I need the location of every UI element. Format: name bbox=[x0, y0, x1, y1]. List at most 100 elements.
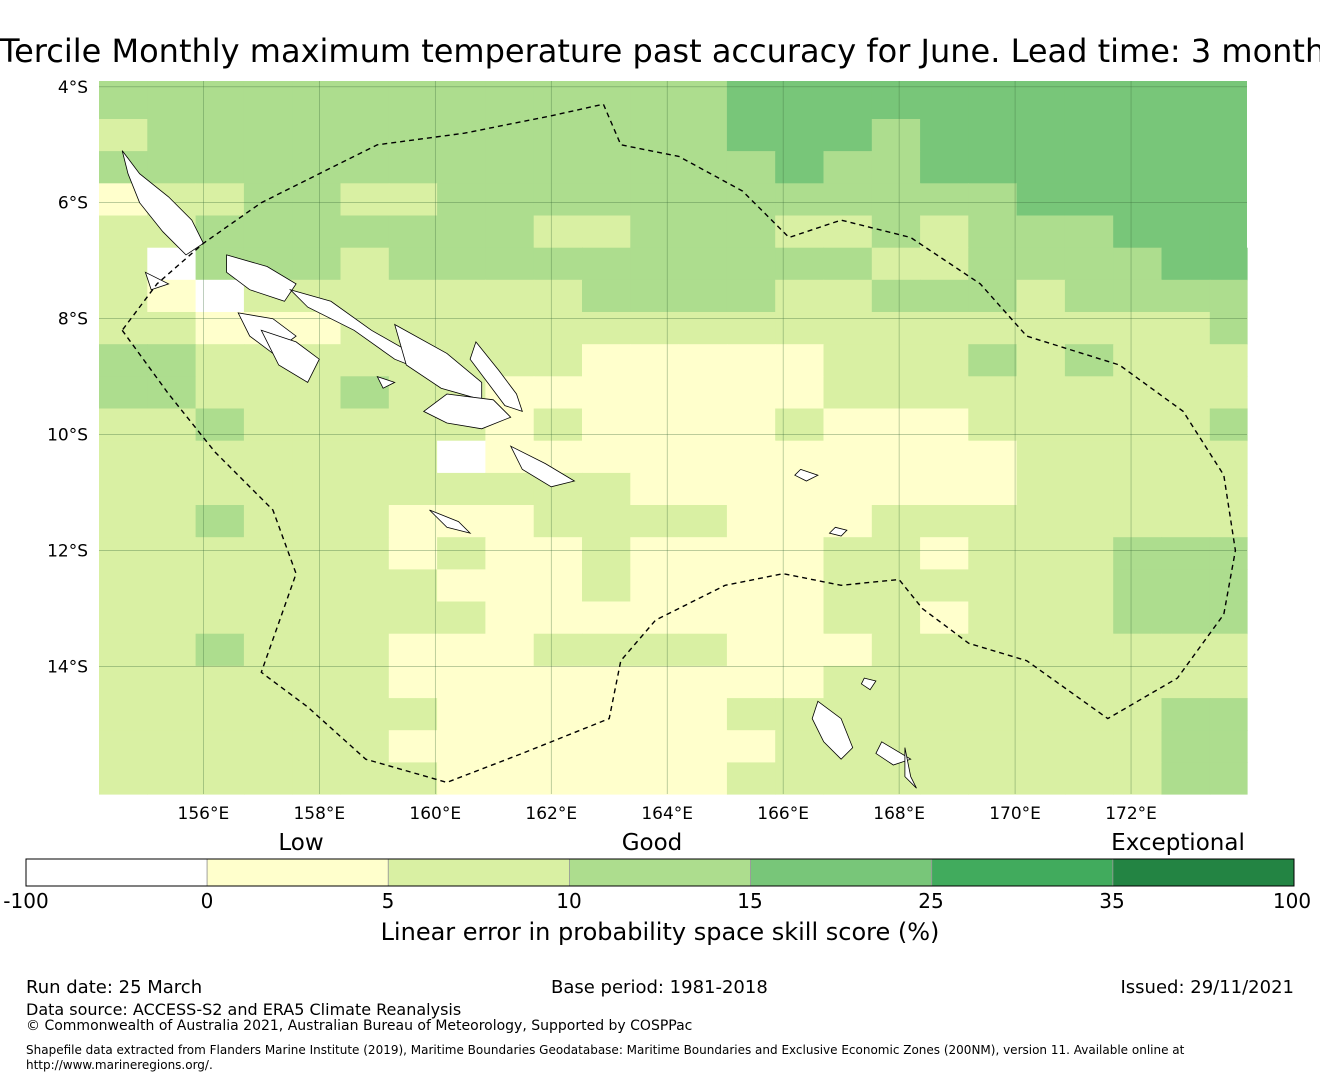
skill-cell bbox=[388, 730, 438, 763]
skill-cell bbox=[1209, 633, 1248, 667]
skill-cell bbox=[1161, 279, 1211, 313]
skill-cell bbox=[871, 215, 921, 249]
skill-cell bbox=[195, 440, 245, 474]
skill-cell bbox=[292, 762, 342, 795]
skill-cell bbox=[678, 151, 728, 184]
skill-cell bbox=[533, 151, 583, 184]
skill-cell bbox=[243, 119, 293, 152]
skill-cell bbox=[726, 183, 776, 217]
skill-cell bbox=[678, 698, 728, 731]
skill-cell bbox=[1209, 247, 1248, 281]
skill-cell bbox=[1113, 247, 1163, 281]
skill-cell bbox=[823, 472, 873, 506]
skill-cell bbox=[726, 376, 776, 410]
skill-cell bbox=[1161, 376, 1211, 410]
skill-cell bbox=[630, 505, 680, 538]
skill-cell bbox=[340, 537, 390, 570]
skill-cell bbox=[1064, 151, 1114, 184]
skill-cell bbox=[920, 376, 969, 410]
skill-cell bbox=[533, 601, 583, 635]
skill-cell bbox=[437, 601, 486, 635]
skill-cell bbox=[437, 569, 486, 603]
category-low: Low bbox=[278, 830, 324, 856]
skill-cell bbox=[1016, 151, 1066, 184]
skill-cell bbox=[726, 665, 776, 699]
colorbar-tick: 35 bbox=[1099, 889, 1125, 913]
skill-cell bbox=[726, 569, 776, 603]
skill-cell bbox=[147, 537, 197, 570]
skill-cell bbox=[968, 665, 1018, 699]
skill-cell bbox=[871, 408, 921, 442]
skill-cell bbox=[340, 665, 390, 699]
longitude-label: 164°E bbox=[641, 804, 693, 824]
latitude-label: 10°S bbox=[47, 426, 88, 446]
skill-cell bbox=[775, 762, 825, 795]
shapefile-url: http://www.marineregions.org/. bbox=[26, 1058, 213, 1072]
skill-cell bbox=[968, 408, 1018, 442]
skill-cell bbox=[678, 279, 728, 313]
skill-cell bbox=[147, 698, 197, 731]
skill-cell bbox=[340, 472, 390, 506]
skill-cell bbox=[630, 601, 680, 635]
skill-cell bbox=[775, 312, 825, 345]
skill-cell bbox=[388, 601, 438, 635]
skill-cell bbox=[920, 601, 969, 635]
skill-cell bbox=[1113, 472, 1163, 506]
skill-cell bbox=[437, 279, 486, 313]
skill-cell bbox=[195, 472, 245, 506]
skill-cell bbox=[340, 762, 390, 795]
skill-cell bbox=[1064, 633, 1114, 667]
skill-cell bbox=[99, 665, 148, 699]
skill-cell bbox=[968, 762, 1018, 795]
skill-cell bbox=[920, 537, 969, 570]
skill-cell bbox=[1064, 698, 1114, 731]
skill-cell bbox=[1113, 537, 1163, 570]
skill-cell bbox=[678, 440, 728, 474]
skill-cell bbox=[243, 633, 293, 667]
island-outline bbox=[376, 375, 396, 389]
skill-cell bbox=[775, 537, 825, 570]
skill-cell bbox=[968, 472, 1018, 506]
skill-cell bbox=[582, 81, 631, 120]
skill-cell bbox=[920, 665, 969, 699]
skill-cell bbox=[1209, 279, 1248, 313]
skill-cell bbox=[485, 505, 535, 538]
skill-cell bbox=[1209, 730, 1248, 763]
skill-cell bbox=[1064, 215, 1114, 249]
skill-cell bbox=[968, 440, 1018, 474]
skill-cell bbox=[775, 279, 825, 313]
skill-cell bbox=[726, 698, 776, 731]
skill-cell bbox=[292, 633, 342, 667]
skill-cell bbox=[678, 601, 728, 635]
skill-cell bbox=[243, 665, 293, 699]
skill-cell bbox=[1113, 279, 1163, 313]
skill-cell bbox=[726, 247, 776, 281]
skill-cell bbox=[533, 183, 583, 217]
skill-cell bbox=[292, 569, 342, 603]
skill-cell bbox=[582, 505, 631, 538]
skill-cell bbox=[726, 730, 776, 763]
skill-cell bbox=[775, 247, 825, 281]
skill-cell bbox=[726, 81, 776, 120]
colorbar-segment bbox=[1112, 858, 1295, 887]
skill-cell bbox=[340, 215, 390, 249]
skill-cell bbox=[920, 344, 969, 377]
data-source: Data source: ACCESS-S2 and ERA5 Climate … bbox=[26, 1000, 462, 1019]
category-good: Good bbox=[621, 830, 683, 856]
skill-cell bbox=[1113, 665, 1163, 699]
skill-cell bbox=[1064, 472, 1114, 506]
skill-cell bbox=[920, 81, 969, 120]
skill-cell bbox=[437, 119, 486, 152]
skill-cell bbox=[388, 698, 438, 731]
skill-cell bbox=[485, 698, 535, 731]
skill-cell bbox=[630, 151, 680, 184]
skill-cell bbox=[630, 762, 680, 795]
skill-cell bbox=[1113, 376, 1163, 410]
skill-cell bbox=[533, 215, 583, 249]
skill-cell bbox=[582, 730, 631, 763]
colorbar-segment bbox=[25, 858, 208, 887]
map-title: Tercile Monthly maximum temperature past… bbox=[0, 32, 1320, 70]
skill-cell bbox=[630, 279, 680, 313]
skill-cell bbox=[1064, 279, 1114, 313]
skill-cell bbox=[1016, 247, 1066, 281]
